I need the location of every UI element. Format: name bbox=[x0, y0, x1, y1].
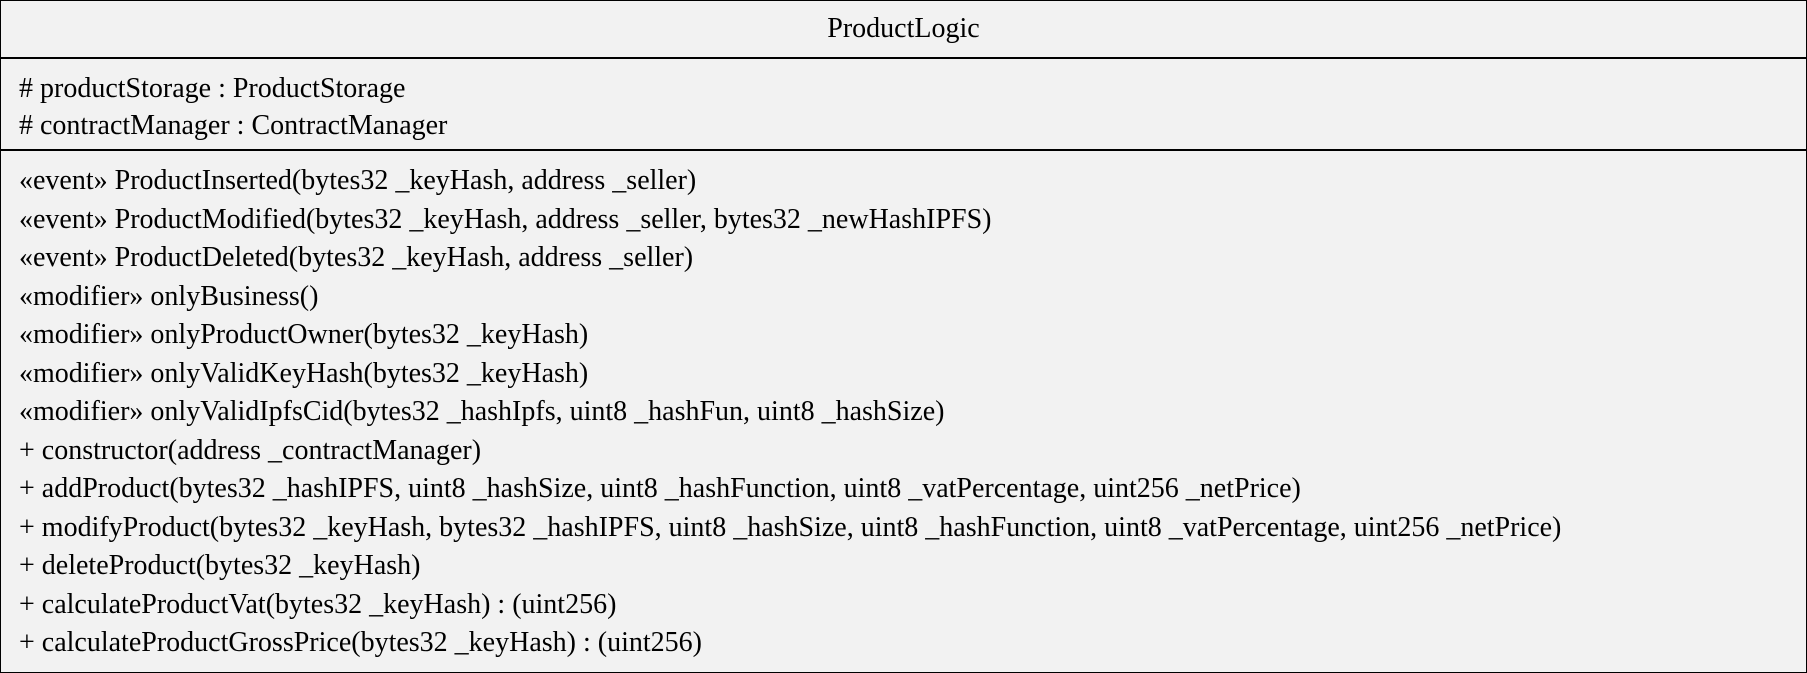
event-product-inserted: «event» ProductInserted(bytes32 _keyHash… bbox=[19, 165, 697, 196]
method-calculate-product-vat: + calculateProductVat(bytes32 _keyHash) … bbox=[19, 588, 617, 620]
attributes-compartment: # productStorage : ProductStorage # cont… bbox=[1, 59, 1806, 151]
method-constructor: + constructor(address _contractManager) bbox=[19, 434, 482, 466]
modifier-only-valid-key-hash: «modifier» onlyValidKeyHash(bytes32 _key… bbox=[19, 357, 589, 389]
attribute-contract-manager: # contractManager : ContractManager bbox=[19, 110, 448, 141]
operations-compartment: «event» ProductInserted(bytes32 _keyHash… bbox=[1, 151, 1806, 663]
method-modify-product: + modifyProduct(bytes32 _keyHash, bytes3… bbox=[19, 511, 1562, 543]
modifier-only-business: «modifier» onlyBusiness() bbox=[19, 280, 319, 312]
method-delete-product: + deleteProduct(bytes32 _keyHash) bbox=[19, 550, 421, 581]
class-name: ProductLogic bbox=[1, 1, 1806, 59]
event-product-deleted: «event» ProductDeleted(bytes32 _keyHash,… bbox=[19, 242, 694, 273]
attribute-product-storage: # productStorage : ProductStorage bbox=[19, 73, 406, 104]
method-add-product: + addProduct(bytes32 _hashIPFS, uint8 _h… bbox=[19, 473, 1301, 504]
modifier-only-valid-ipfs-cid: «modifier» onlyValidIpfsCid(bytes32 _has… bbox=[19, 396, 945, 427]
modifier-only-product-owner: «modifier» onlyProductOwner(bytes32 _key… bbox=[19, 319, 589, 350]
event-product-modified: «event» ProductModified(bytes32 _keyHash… bbox=[19, 203, 992, 235]
method-calculate-product-gross-price: + calculateProductGrossPrice(bytes32 _ke… bbox=[19, 627, 702, 658]
